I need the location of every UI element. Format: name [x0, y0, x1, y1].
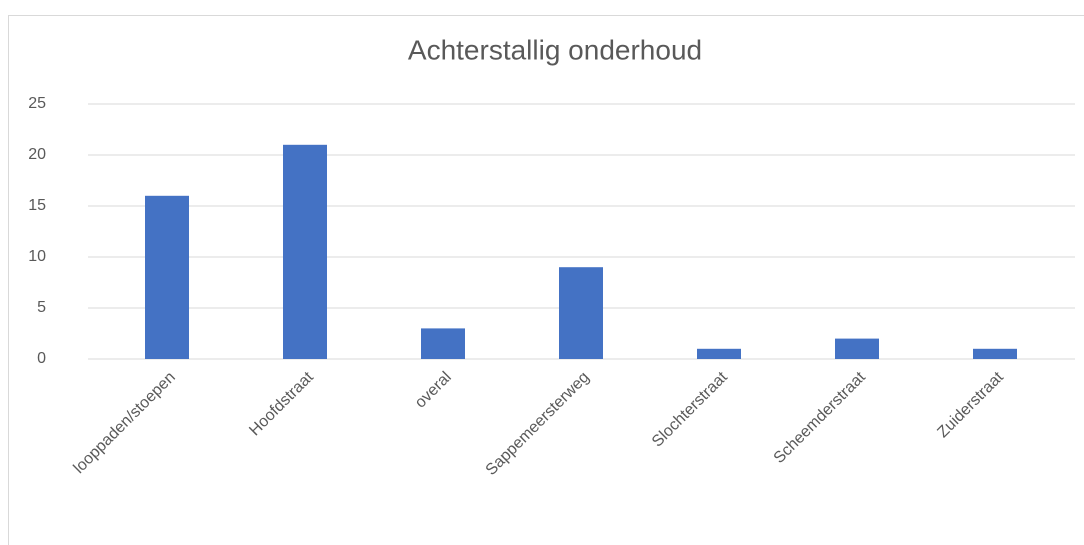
- bar: [697, 348, 741, 359]
- bar: [559, 267, 603, 359]
- bar: [283, 144, 327, 359]
- bar: [145, 195, 189, 359]
- chart-title: Achterstallig onderhoud: [408, 34, 702, 65]
- y-tick-label: 15: [28, 197, 46, 214]
- bar: [421, 328, 465, 359]
- bar: [835, 338, 879, 359]
- bar: [973, 348, 1017, 359]
- y-tick-label: 20: [28, 146, 46, 163]
- y-tick-label: 10: [28, 248, 46, 265]
- y-tick-label: 5: [37, 299, 46, 316]
- y-tick-label: 0: [37, 350, 46, 367]
- y-tick-label: 25: [28, 95, 46, 112]
